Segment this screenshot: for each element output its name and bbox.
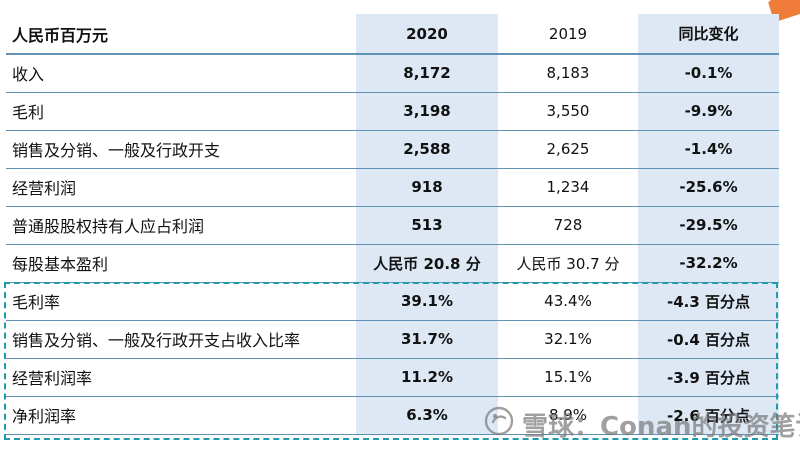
row-value-2019: 1,234 xyxy=(498,168,638,207)
table-row: 经营利润 918 1,234 -25.6% xyxy=(6,168,779,207)
column-header-metric: 人民币百万元 xyxy=(6,14,356,55)
row-metric-label: 经营利润 xyxy=(6,168,356,207)
row-value-2020: 8,172 xyxy=(356,54,498,93)
row-value-change: -3.9 百分点 xyxy=(638,358,779,397)
row-metric-label: 经营利润率 xyxy=(6,358,356,397)
row-value-change: -32.2% xyxy=(638,244,779,283)
row-value-change: -25.6% xyxy=(638,168,779,207)
row-value-change: -0.1% xyxy=(638,54,779,93)
row-value-change: -4.3 百分点 xyxy=(638,282,779,321)
row-metric-label: 收入 xyxy=(6,54,356,93)
row-value-change: -9.9% xyxy=(638,92,779,131)
financial-table-container: 人民币百万元 2020 2019 同比变化 收入 8,172 8,183 -0.… xyxy=(6,14,779,435)
row-value-2019: 15.1% xyxy=(498,358,638,397)
row-value-change: -2.6 百分点 xyxy=(638,396,779,435)
row-value-2019: 32.1% xyxy=(498,320,638,359)
row-value-2019: 43.4% xyxy=(498,282,638,321)
row-metric-label: 普通股股权持有人应占利润 xyxy=(6,206,356,245)
row-value-2020: 人民币 20.8 分 xyxy=(356,244,498,283)
row-metric-label: 毛利率 xyxy=(6,282,356,321)
table-row: 毛利 3,198 3,550 -9.9% xyxy=(6,92,779,131)
row-value-2019: 2,625 xyxy=(498,130,638,169)
table-row: 经营利润率 11.2% 15.1% -3.9 百分点 xyxy=(6,358,779,397)
row-value-change: -29.5% xyxy=(638,206,779,245)
table-row: 毛利率 39.1% 43.4% -4.3 百分点 xyxy=(6,282,779,321)
table-row: 销售及分销、一般及行政开支占收入比率 31.7% 32.1% -0.4 百分点 xyxy=(6,320,779,359)
column-header-change: 同比变化 xyxy=(638,14,779,55)
row-value-2020: 39.1% xyxy=(356,282,498,321)
row-metric-label: 销售及分销、一般及行政开支 xyxy=(6,130,356,169)
row-value-2020: 918 xyxy=(356,168,498,207)
row-value-2019: 728 xyxy=(498,206,638,245)
column-header-2020: 2020 xyxy=(356,14,498,55)
table-row: 销售及分销、一般及行政开支 2,588 2,625 -1.4% xyxy=(6,130,779,169)
row-metric-label: 净利润率 xyxy=(6,396,356,435)
row-value-change: -1.4% xyxy=(638,130,779,169)
column-header-2019: 2019 xyxy=(498,14,638,55)
table-header-row: 人民币百万元 2020 2019 同比变化 xyxy=(6,14,779,55)
table-row: 净利润率 6.3% 8.9% -2.6 百分点 xyxy=(6,396,779,435)
row-value-2020: 11.2% xyxy=(356,358,498,397)
row-value-2019: 人民币 30.7 分 xyxy=(498,244,638,283)
row-value-2020: 31.7% xyxy=(356,320,498,359)
row-value-2019: 8.9% xyxy=(498,396,638,435)
table-row: 普通股股权持有人应占利润 513 728 -29.5% xyxy=(6,206,779,245)
financial-summary-table: 人民币百万元 2020 2019 同比变化 收入 8,172 8,183 -0.… xyxy=(6,14,779,435)
row-value-2020: 2,588 xyxy=(356,130,498,169)
row-value-2020: 6.3% xyxy=(356,396,498,435)
row-value-change: -0.4 百分点 xyxy=(638,320,779,359)
row-metric-label: 每股基本盈利 xyxy=(6,244,356,283)
table-row: 收入 8,172 8,183 -0.1% xyxy=(6,54,779,93)
row-value-2020: 513 xyxy=(356,206,498,245)
row-metric-label: 毛利 xyxy=(6,92,356,131)
table-row: 每股基本盈利 人民币 20.8 分 人民币 30.7 分 -32.2% xyxy=(6,244,779,283)
row-value-2019: 3,550 xyxy=(498,92,638,131)
row-value-2019: 8,183 xyxy=(498,54,638,93)
row-value-2020: 3,198 xyxy=(356,92,498,131)
row-metric-label: 销售及分销、一般及行政开支占收入比率 xyxy=(6,320,356,359)
